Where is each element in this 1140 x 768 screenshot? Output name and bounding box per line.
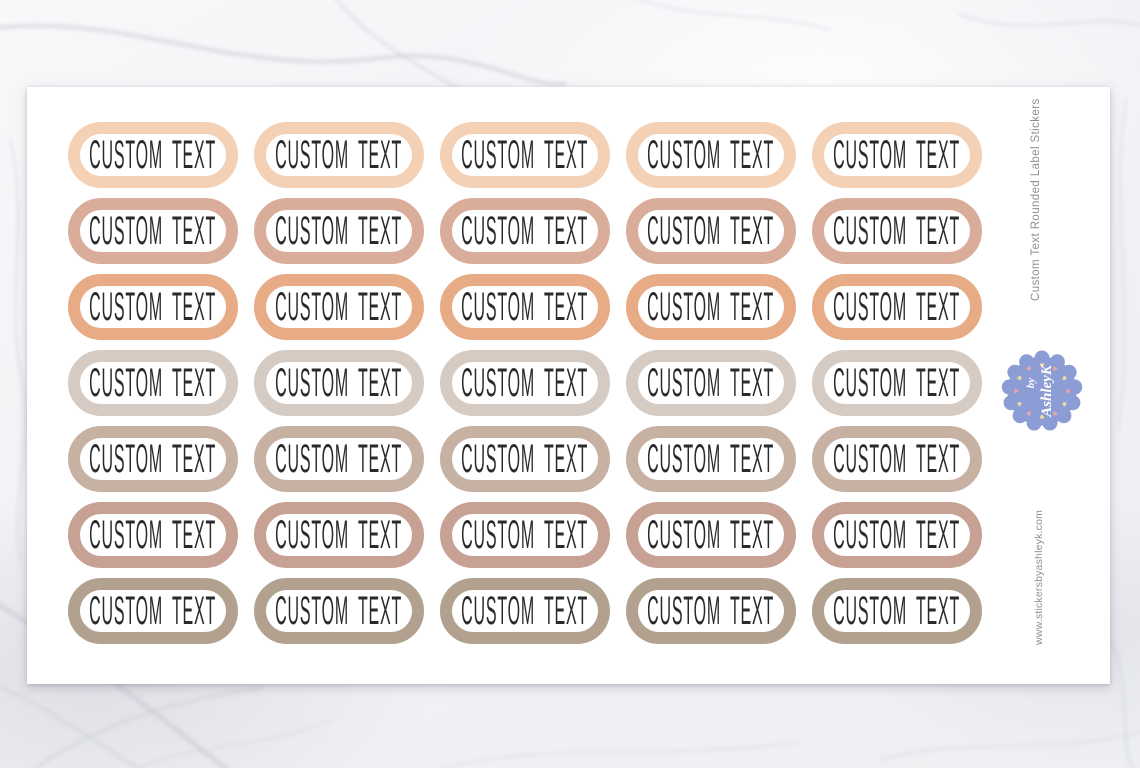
label-sticker-row-1-col-5: CUSTOM TEXT [812, 122, 982, 188]
label-sticker-row-4-col-4: CUSTOM TEXT [626, 350, 796, 416]
label-sticker-row-7-col-3: CUSTOM TEXT [440, 578, 610, 644]
label-sticker-text: CUSTOM TEXT [275, 437, 403, 481]
label-sticker-text: CUSTOM TEXT [89, 513, 217, 557]
badge-by-text: by [1025, 378, 1037, 389]
label-sticker-text: CUSTOM TEXT [275, 209, 403, 253]
heart-icon: ♥ [1039, 360, 1044, 370]
label-sticker-row-3-col-1: CUSTOM TEXT [68, 274, 238, 340]
heart-icon: ♥ [1014, 373, 1025, 382]
label-sticker-row-5-col-2: CUSTOM TEXT [254, 426, 424, 492]
label-sticker-row-1-col-4: CUSTOM TEXT [626, 122, 796, 188]
label-sticker-text: CUSTOM TEXT [89, 437, 217, 481]
heart-icon: ♥ [1059, 399, 1070, 408]
website-url-vertical: www.stickersbyashleyk.com [1033, 509, 1045, 645]
label-sticker-text: CUSTOM TEXT [647, 285, 775, 329]
badge-brand-name: AshleyK [1039, 364, 1055, 418]
label-sticker-text: CUSTOM TEXT [647, 513, 775, 557]
label-sticker-text: CUSTOM TEXT [647, 589, 775, 633]
heart-icon: ♥ [1014, 399, 1025, 408]
label-sticker-text: CUSTOM TEXT [833, 133, 961, 177]
label-sticker-row-2-col-2: CUSTOM TEXT [254, 198, 424, 264]
label-sticker-text: CUSTOM TEXT [89, 209, 217, 253]
label-sticker-text: CUSTOM TEXT [833, 361, 961, 405]
label-sticker-text: CUSTOM TEXT [833, 209, 961, 253]
label-sticker-row-3-col-3: CUSTOM TEXT [440, 274, 610, 340]
label-sticker-row-2-col-4: CUSTOM TEXT [626, 198, 796, 264]
label-sticker-row-2-col-3: CUSTOM TEXT [440, 198, 610, 264]
label-sticker-text: CUSTOM TEXT [275, 285, 403, 329]
label-sticker-text: CUSTOM TEXT [647, 437, 775, 481]
label-sticker-text: CUSTOM TEXT [647, 209, 775, 253]
label-sticker-row-4-col-1: CUSTOM TEXT [68, 350, 238, 416]
label-sticker-text: CUSTOM TEXT [833, 437, 961, 481]
label-sticker-row-7-col-4: CUSTOM TEXT [626, 578, 796, 644]
badge-hearts: ♥ ♥♥♥♥♥♥♥♥♥♥♥ [1011, 360, 1073, 422]
label-sticker-text: CUSTOM TEXT [647, 361, 775, 405]
label-sticker-row-5-col-5: CUSTOM TEXT [812, 426, 982, 492]
label-sticker-row-2-col-1: CUSTOM TEXT [68, 198, 238, 264]
label-sticker-text: CUSTOM TEXT [833, 589, 961, 633]
product-title-vertical: Custom Text Rounded Label Stickers [1030, 98, 1042, 301]
label-sticker-row-7-col-2: CUSTOM TEXT [254, 578, 424, 644]
label-sticker-row-1-col-3: CUSTOM TEXT [440, 122, 610, 188]
label-sticker-row-6-col-3: CUSTOM TEXT [440, 502, 610, 568]
label-sticker-row-6-col-5: CUSTOM TEXT [812, 502, 982, 568]
label-sticker-text: CUSTOM TEXT [647, 133, 775, 177]
label-sticker-text: CUSTOM TEXT [833, 285, 961, 329]
heart-icon: ♥ [1050, 363, 1059, 374]
label-sticker-text: CUSTOM TEXT [461, 209, 589, 253]
label-sticker-row-3-col-2: CUSTOM TEXT [254, 274, 424, 340]
label-sticker-row-5-col-3: CUSTOM TEXT [440, 426, 610, 492]
heart-icon: ♥ [1063, 388, 1073, 393]
label-sticker-text: CUSTOM TEXT [461, 437, 589, 481]
label-sticker-row-6-col-1: CUSTOM TEXT [68, 502, 238, 568]
badge-scallop-shape [1001, 350, 1083, 431]
label-sticker-row-3-col-4: CUSTOM TEXT [626, 274, 796, 340]
heart-icon: ♥ [1024, 408, 1033, 419]
label-sticker-row-3-col-5: CUSTOM TEXT [812, 274, 982, 340]
label-sticker-text: CUSTOM TEXT [89, 361, 217, 405]
heart-icon: ♥ [1011, 388, 1021, 393]
label-sticker-row-6-col-2: CUSTOM TEXT [254, 502, 424, 568]
label-sticker-text: CUSTOM TEXT [89, 285, 217, 329]
label-sticker-row-7-col-5: CUSTOM TEXT [812, 578, 982, 644]
label-sticker-row-1-col-1: CUSTOM TEXT [68, 122, 238, 188]
label-sticker-text: CUSTOM TEXT [275, 133, 403, 177]
heart-icon: ♥ [1059, 373, 1070, 382]
brand-badge: ♥ ♥♥♥♥♥♥♥♥♥♥♥ by AshleyK [1001, 350, 1083, 431]
label-sticker-row-4-col-5: CUSTOM TEXT [812, 350, 982, 416]
label-sticker-text: CUSTOM TEXT [89, 133, 217, 177]
label-sticker-text: CUSTOM TEXT [461, 285, 589, 329]
label-sticker-text: CUSTOM TEXT [275, 513, 403, 557]
label-sticker-row-6-col-4: CUSTOM TEXT [626, 502, 796, 568]
label-sticker-text: CUSTOM TEXT [461, 589, 589, 633]
label-grid: CUSTOM TEXT CUSTOM TEXT CUSTOM TEXT CUST… [68, 122, 982, 644]
sticker-sheet: CUSTOM TEXT CUSTOM TEXT CUSTOM TEXT CUST… [27, 87, 1110, 684]
label-sticker-text: CUSTOM TEXT [461, 361, 589, 405]
label-sticker-row-4-col-3: CUSTOM TEXT [440, 350, 610, 416]
label-sticker-text: CUSTOM TEXT [275, 361, 403, 405]
label-sticker-row-1-col-2: CUSTOM TEXT [254, 122, 424, 188]
label-sticker-row-7-col-1: CUSTOM TEXT [68, 578, 238, 644]
label-sticker-row-5-col-1: CUSTOM TEXT [68, 426, 238, 492]
label-sticker-text: CUSTOM TEXT [275, 589, 403, 633]
label-sticker-row-4-col-2: CUSTOM TEXT [254, 350, 424, 416]
label-sticker-row-2-col-5: CUSTOM TEXT [812, 198, 982, 264]
heart-icon: ♥ [1050, 408, 1059, 419]
heart-icon: ♥ [1024, 363, 1033, 374]
label-sticker-row-5-col-4: CUSTOM TEXT [626, 426, 796, 492]
heart-icon: ♥ [1039, 412, 1044, 422]
label-sticker-text: CUSTOM TEXT [89, 589, 217, 633]
label-sticker-text: CUSTOM TEXT [461, 133, 589, 177]
label-sticker-text: CUSTOM TEXT [461, 513, 589, 557]
label-sticker-text: CUSTOM TEXT [833, 513, 961, 557]
